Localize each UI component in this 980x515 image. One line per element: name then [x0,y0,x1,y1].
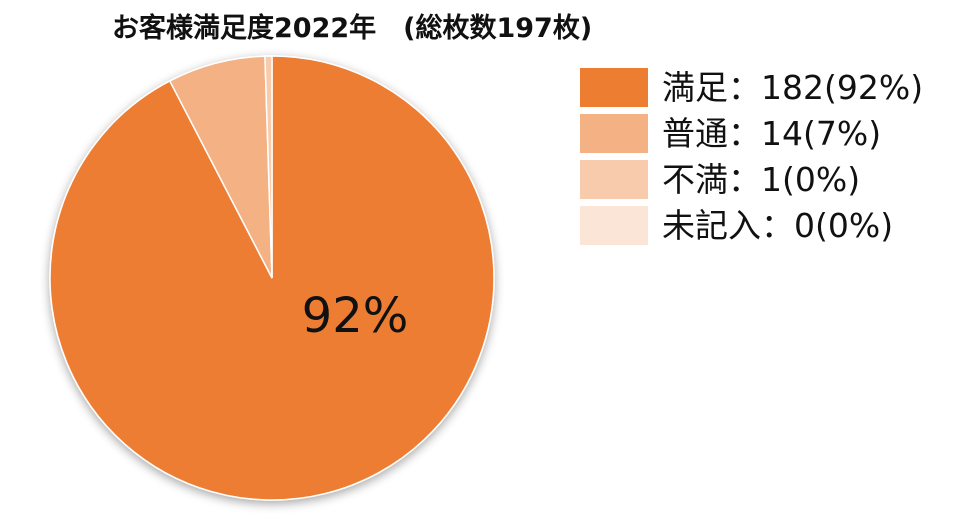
chart-title: お客様満足度2022年 (総枚数197枚) [112,13,593,44]
pie-data-labels: 92% [302,288,409,344]
pie-slices [49,55,495,501]
legend-label-3: 未記入：0(0%) [662,205,894,245]
legend-label-1: 普通：14(7%) [662,113,882,153]
legend-label-2: 不満：1(0%) [662,159,861,199]
legend-swatch-2 [580,159,648,199]
legend-swatch-0 [580,67,648,107]
chart-legend: 満足：182(92%) 普通：14(7%) 不満：1(0%) 未記入：0(0%) [580,64,923,248]
pie-data-label-0: 92% [302,288,409,344]
legend-label-0: 満足：182(92%) [662,67,924,107]
legend-swatch-3 [580,205,648,245]
legend-item-1: 普通：14(7%) [580,110,923,156]
pie-slice-2 [264,55,273,279]
pie-chart: 92% [49,55,495,501]
legend-item-3: 未記入：0(0%) [580,202,923,248]
legend-swatch-1 [580,113,648,153]
legend-item-0: 満足：182(92%) [580,64,923,110]
legend-item-2: 不満：1(0%) [580,156,923,202]
